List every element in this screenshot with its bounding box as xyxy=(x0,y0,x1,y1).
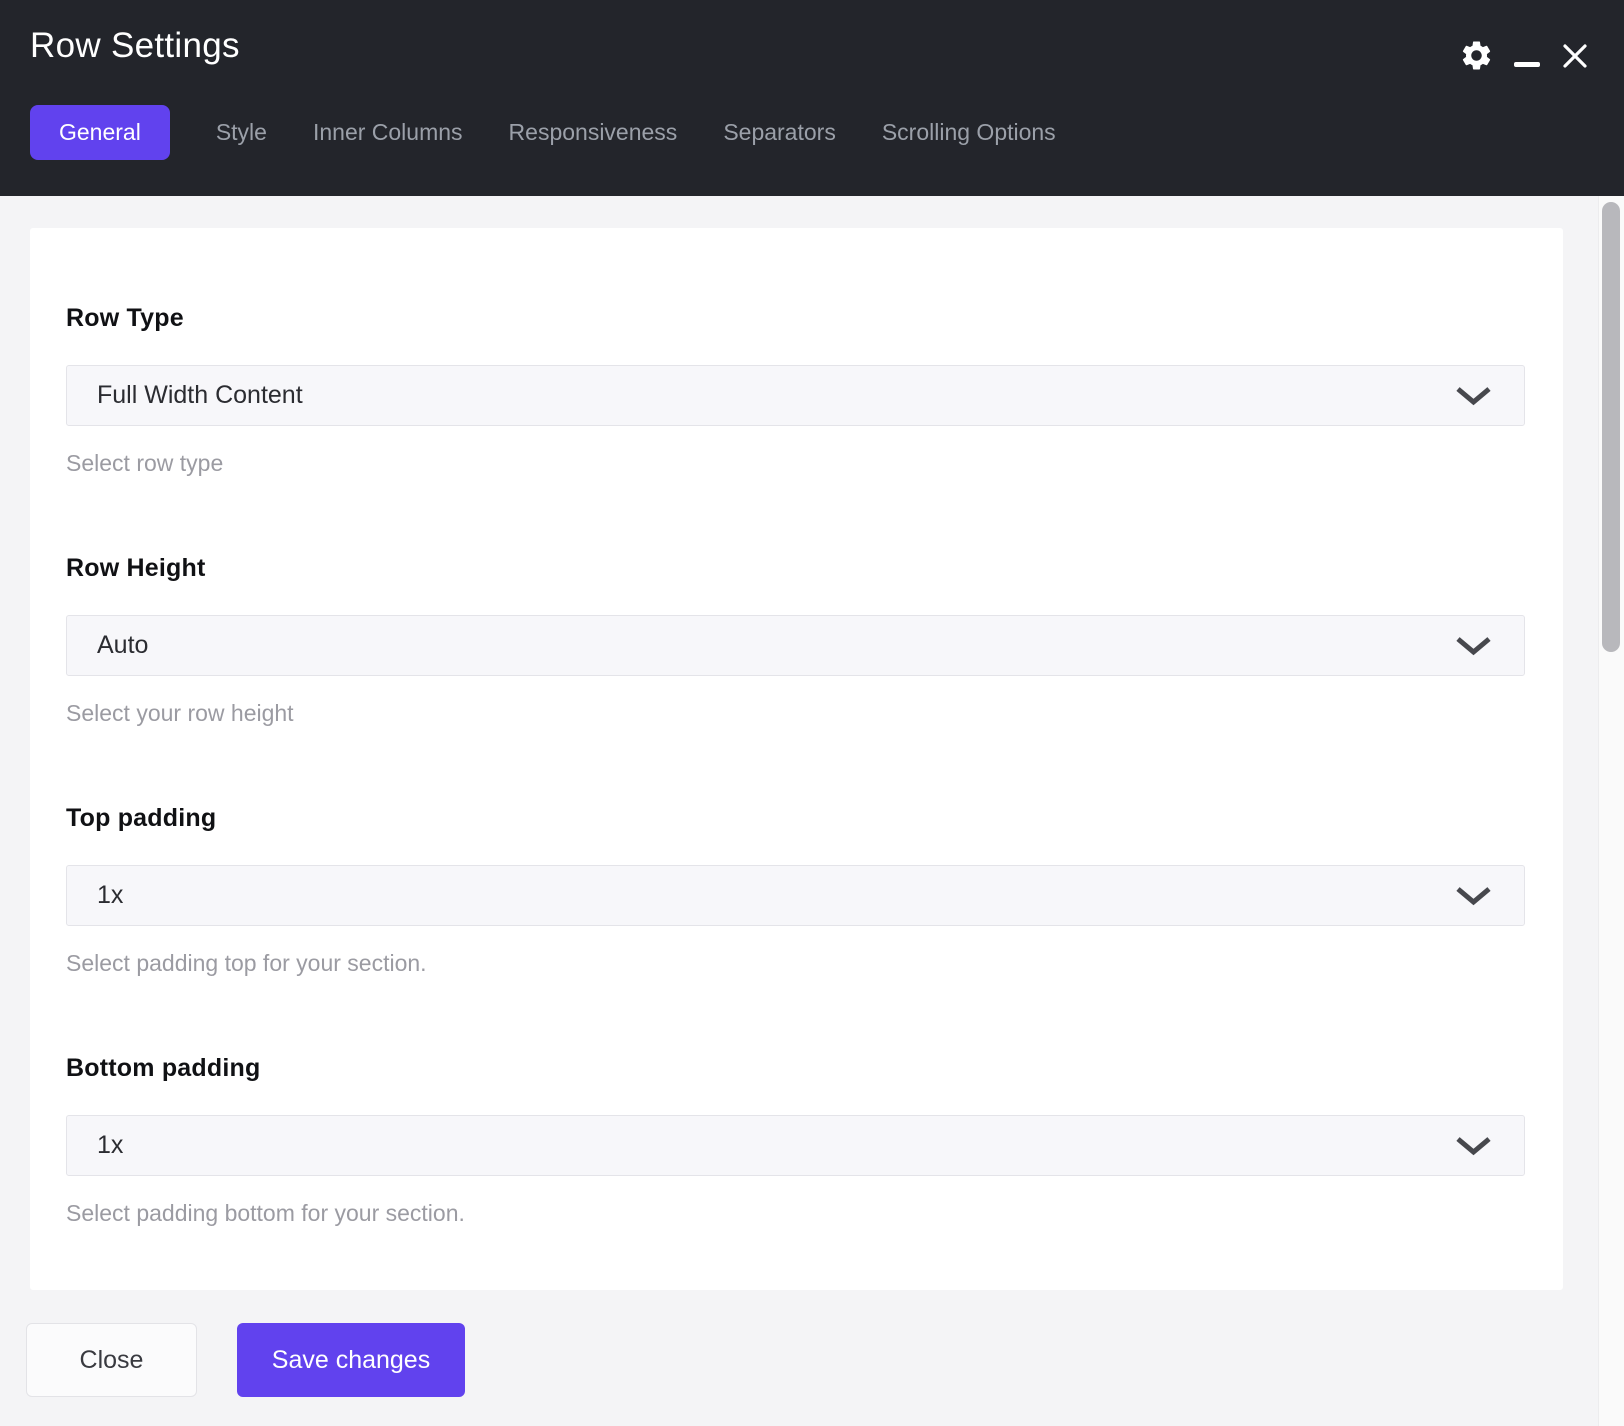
chevron-down-icon xyxy=(1455,385,1492,407)
tab-separators[interactable]: Separators xyxy=(723,118,836,145)
settings-panel: Row Type Full Width Content Select row t… xyxy=(30,228,1563,1290)
field-group-bottom-padding: Bottom padding 1x Select padding bottom … xyxy=(66,1053,1525,1227)
tab-general[interactable]: General xyxy=(30,104,170,160)
dialog-footer: Close Save changes xyxy=(26,1323,465,1397)
vertical-scrollbar-track[interactable] xyxy=(1598,196,1624,1426)
bottom-padding-helper: Select padding bottom for your section. xyxy=(66,1200,465,1226)
row-height-helper: Select your row height xyxy=(66,700,294,726)
field-group-top-padding: Top padding 1x Select padding top for yo… xyxy=(66,803,1525,977)
tab-responsiveness[interactable]: Responsiveness xyxy=(508,118,678,145)
dialog-header: Row Settings General Style Inner Columns… xyxy=(0,0,1624,196)
close-icon[interactable] xyxy=(1560,41,1590,71)
row-type-value: Full Width Content xyxy=(97,381,303,409)
tab-scrolling-options[interactable]: Scrolling Options xyxy=(881,118,1056,145)
tab-inner-columns[interactable]: Inner Columns xyxy=(312,118,463,145)
chevron-down-icon xyxy=(1455,885,1492,907)
close-button[interactable]: Close xyxy=(26,1323,197,1397)
top-padding-label: Top padding xyxy=(66,804,217,832)
row-height-label: Row Height xyxy=(66,554,206,582)
save-changes-button[interactable]: Save changes xyxy=(237,1323,465,1397)
dialog-title: Row Settings xyxy=(30,26,240,65)
tab-bar: General Style Inner Columns Responsivene… xyxy=(30,102,1056,162)
row-type-select[interactable]: Full Width Content xyxy=(66,365,1525,426)
tab-style[interactable]: Style xyxy=(215,118,267,145)
bottom-padding-label: Bottom padding xyxy=(66,1054,261,1082)
row-height-value: Auto xyxy=(97,631,149,659)
row-type-helper: Select row type xyxy=(66,450,224,476)
vertical-scrollbar-thumb[interactable] xyxy=(1602,202,1620,652)
chevron-down-icon xyxy=(1455,1135,1492,1157)
field-group-row-type: Row Type Full Width Content Select row t… xyxy=(66,303,1525,477)
bottom-padding-value: 1x xyxy=(97,1131,124,1159)
top-padding-helper: Select padding top for your section. xyxy=(66,950,427,976)
row-height-select[interactable]: Auto xyxy=(66,615,1525,676)
row-type-label: Row Type xyxy=(66,304,184,332)
chevron-down-icon xyxy=(1455,635,1492,657)
header-icon-group xyxy=(1459,38,1590,73)
top-padding-value: 1x xyxy=(97,881,124,909)
top-padding-select[interactable]: 1x xyxy=(66,865,1525,926)
gear-icon[interactable] xyxy=(1459,38,1494,73)
field-group-row-height: Row Height Auto Select your row height xyxy=(66,553,1525,727)
minimize-icon[interactable] xyxy=(1514,62,1540,67)
bottom-padding-select[interactable]: 1x xyxy=(66,1115,1525,1176)
